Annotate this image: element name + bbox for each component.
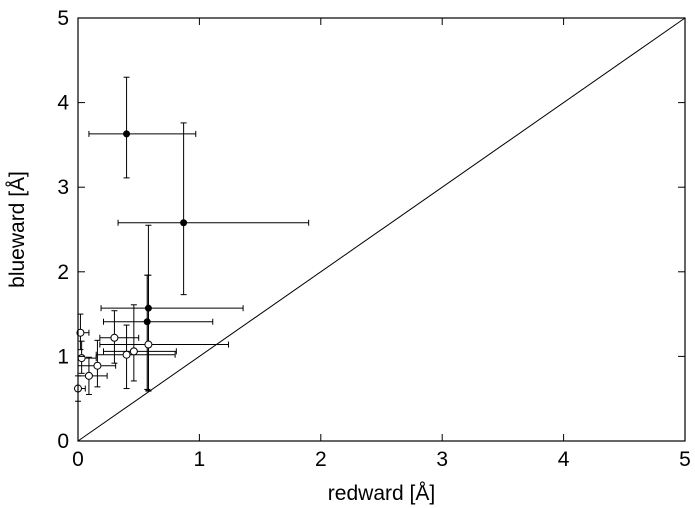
open-data-point bbox=[93, 361, 102, 370]
x-tick-label: 1 bbox=[194, 448, 206, 471]
y-tick-label: 0 bbox=[57, 430, 69, 453]
y-tick-label: 2 bbox=[57, 261, 69, 284]
diagonal-reference-line bbox=[77, 17, 686, 442]
data-point-layer bbox=[74, 130, 188, 393]
open-data-point bbox=[122, 350, 131, 359]
x-tick-label: 0 bbox=[72, 448, 84, 471]
tick-layer: 0 1 2 3 4 5 0 1 2 3 4 5 bbox=[57, 7, 691, 471]
x-tick-label: 2 bbox=[315, 448, 327, 471]
x-axis-label: redward [Å] bbox=[328, 482, 435, 505]
open-data-point bbox=[77, 354, 86, 363]
x-tick-label: 4 bbox=[558, 448, 570, 471]
y-tick-label: 3 bbox=[57, 176, 69, 199]
reference-line-layer bbox=[77, 17, 686, 442]
error-bar-layer bbox=[75, 76, 310, 402]
x-tick-label: 3 bbox=[436, 448, 448, 471]
y-tick-label: 5 bbox=[57, 7, 69, 30]
y-tick-label: 1 bbox=[57, 345, 69, 368]
open-data-point bbox=[76, 328, 85, 337]
filled-data-point bbox=[143, 318, 151, 326]
open-data-point bbox=[84, 371, 93, 380]
open-data-point bbox=[129, 347, 138, 356]
open-data-point bbox=[110, 333, 119, 342]
y-axis-label: blueward [Å] bbox=[6, 171, 29, 288]
x-tick-label: 5 bbox=[679, 448, 691, 471]
filled-data-point bbox=[180, 219, 188, 227]
open-data-point bbox=[144, 340, 153, 349]
plot-frame bbox=[77, 17, 686, 442]
y-tick-label: 4 bbox=[57, 92, 69, 115]
filled-data-point bbox=[144, 304, 152, 312]
filled-data-point bbox=[123, 130, 131, 138]
